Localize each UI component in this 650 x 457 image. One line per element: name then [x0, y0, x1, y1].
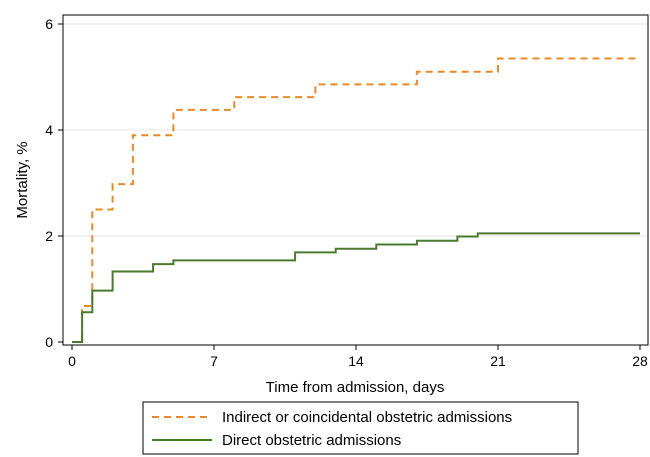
- x-tick-label: 21: [490, 353, 506, 369]
- y-tick-label: 6: [45, 16, 53, 32]
- y-axis-title: Mortality, %: [14, 141, 31, 218]
- y-tick-label: 0: [45, 334, 53, 350]
- y-tick-label: 4: [45, 122, 53, 138]
- plot-frame: [62, 14, 649, 346]
- legend: Indirect or coincidental obstetric admis…: [142, 401, 579, 455]
- series-line-direct: [72, 232, 640, 343]
- x-tick-label: 28: [632, 353, 648, 369]
- y-tick-label: 2: [45, 228, 53, 244]
- series-line-indirect: [72, 57, 640, 343]
- x-tick-label: 0: [68, 353, 76, 369]
- legend-label-direct: Direct obstetric admissions: [222, 432, 401, 449]
- legend-box: [142, 401, 579, 455]
- ticks: 0 2 4 6 0 7 14 21 28: [45, 16, 648, 369]
- grid: [63, 23, 648, 237]
- x-axis-title: Time from admission, days: [266, 379, 445, 396]
- legend-label-indirect: Indirect or coincidental obstetric admis…: [222, 409, 512, 426]
- x-tick-label: 7: [210, 353, 218, 369]
- series-layer: [72, 57, 640, 343]
- axes: [62, 14, 649, 346]
- x-tick-label: 14: [348, 353, 364, 369]
